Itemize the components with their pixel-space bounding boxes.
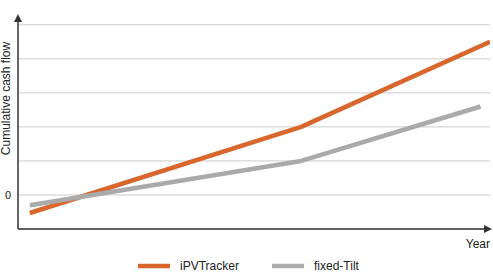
legend-swatch [272,264,304,269]
chart: 0 Cumulative cash flow Year iPVTracker fixed… [0,0,493,274]
grid-line [18,92,490,93]
series-line [30,42,490,213]
grid-line [18,58,490,59]
grid-line [18,24,490,25]
grid-line [18,160,490,161]
grid-line [18,229,490,230]
tick-label: 0 [5,189,11,201]
legend-swatch [138,264,170,269]
y-axis [17,16,19,229]
x-axis [18,228,490,230]
y-axis-label: Cumulative cash flow [0,41,13,155]
plot-area [30,42,490,213]
x-axis-label: Year [466,237,490,251]
legend-label: fixed-Tilt [314,259,360,273]
legend-label: iPVTracker [180,259,239,273]
series-line [30,106,481,205]
